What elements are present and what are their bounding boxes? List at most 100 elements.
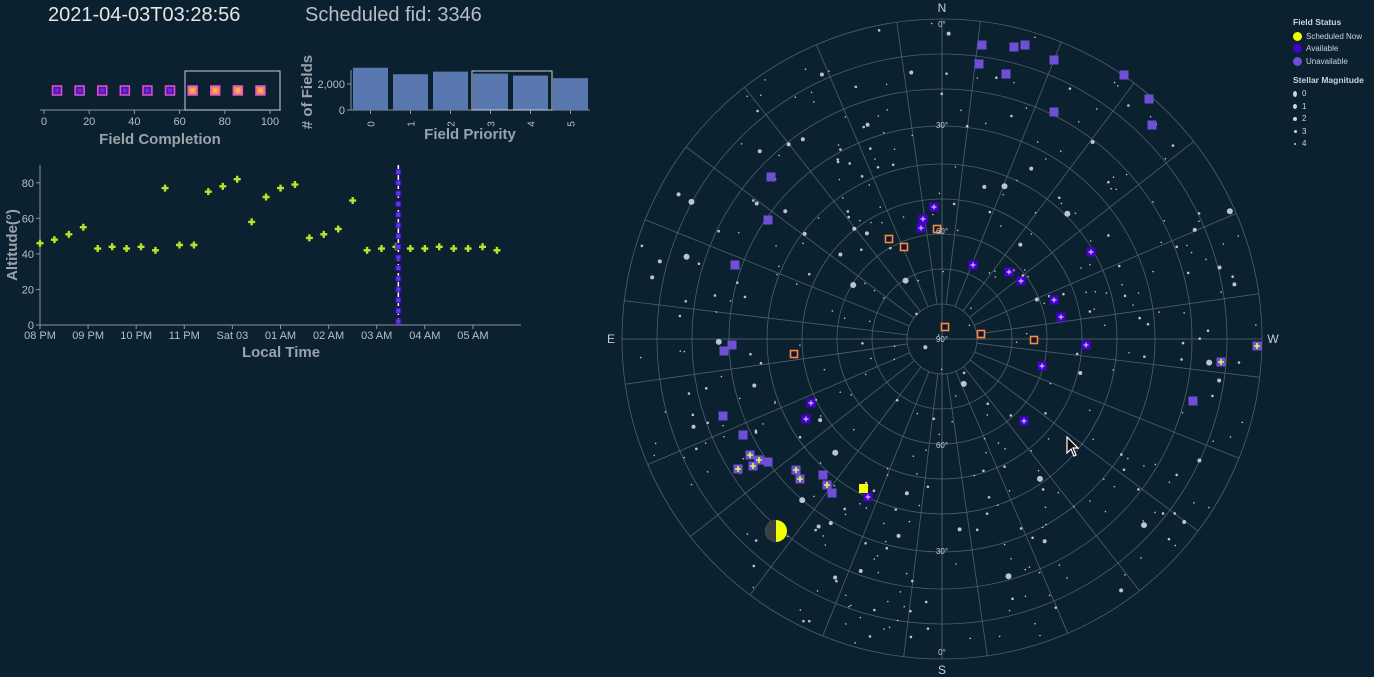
star [975,528,979,532]
field-unavailable[interactable] [1049,107,1059,117]
altitude-point[interactable] [349,197,357,205]
star [723,435,725,438]
star [876,165,880,169]
star [962,371,966,375]
field-unavailable[interactable] [730,260,740,270]
altitude-point[interactable] [479,243,487,251]
altitude-point[interactable] [320,230,328,238]
star [886,109,889,111]
star [911,134,914,137]
star [864,373,867,376]
star [956,229,959,232]
star [1005,573,1012,580]
altitude-point[interactable] [50,236,58,244]
field-unavailable[interactable] [1144,94,1154,104]
altitude-point[interactable] [334,225,342,233]
star [847,215,851,219]
field-unavailable[interactable] [827,488,837,498]
field-selected[interactable] [976,329,986,339]
field-unavailable[interactable] [1119,70,1129,80]
altitude-point[interactable] [219,182,227,190]
field-unavailable[interactable] [818,470,828,480]
star [940,368,943,371]
altitude-point[interactable] [123,245,131,253]
altitude-point[interactable] [151,246,159,254]
star [1192,227,1197,232]
altitude-point[interactable] [204,188,212,196]
sky-fields[interactable] [718,40,1262,502]
star [1105,292,1108,294]
altitude-point[interactable] [464,245,472,253]
altitude-point[interactable] [291,181,299,189]
sky-map[interactable]: N S E W 0° 30° 60° 90° 60° 30° 0° [600,0,1290,677]
priority-bar[interactable] [553,78,588,110]
field-unavailable[interactable] [1188,396,1198,406]
field-selected[interactable] [789,349,799,359]
altitude-chart[interactable]: 0 20 40 60 80 08 PM 09 PM 10 PM 11 PM Sat 03 01 A… [4,165,521,361]
field-unavailable[interactable] [763,215,773,225]
altitude-point[interactable] [450,245,458,253]
priority-bar[interactable] [473,73,508,110]
star [932,417,936,421]
altitude-point[interactable] [233,175,241,183]
priority-bar[interactable] [353,67,388,110]
field-unavailable[interactable] [1009,42,1019,52]
altitude-point[interactable] [363,246,371,254]
field-scheduled-now[interactable] [859,484,868,493]
star [1107,180,1110,184]
field-unavailable[interactable] [977,40,987,50]
altitude-point[interactable] [161,184,169,192]
priority-bar[interactable] [393,74,428,110]
altitude-point[interactable] [277,184,284,192]
field-unavailable[interactable] [766,172,776,182]
field-selected[interactable] [940,322,950,332]
star [1042,539,1047,544]
star [839,391,842,393]
star [704,442,707,444]
star [1089,263,1091,266]
field-unavailable[interactable] [763,457,773,467]
field-selected[interactable] [884,234,894,244]
altitude-point[interactable] [305,234,313,242]
field-selected[interactable] [932,224,942,234]
field-unavailable[interactable] [1001,69,1011,79]
field-selected[interactable] [899,242,909,252]
star [902,277,909,284]
altitude-point[interactable] [175,241,183,249]
altitude-point[interactable] [36,239,44,247]
field-selected[interactable] [1029,335,1039,345]
altitude-point[interactable] [65,230,73,238]
altitude-point[interactable] [493,246,501,254]
star [872,489,876,493]
altitude-point[interactable] [378,245,386,253]
altitude-point[interactable] [248,218,256,226]
field-unavailable[interactable] [738,430,748,440]
field-unavailable[interactable] [719,346,729,356]
altitude-point[interactable] [262,193,270,201]
field-unavailable[interactable] [718,411,728,421]
priority-brush[interactable] [471,70,553,111]
altitude-point[interactable] [406,245,414,253]
star [876,555,879,557]
field-unavailable[interactable] [727,340,737,350]
altitude-point[interactable] [421,245,429,253]
star [965,124,969,128]
altitude-point[interactable] [79,223,87,231]
altitude-point[interactable] [190,241,198,249]
field-unavailable[interactable] [1147,120,1157,130]
altitude-point[interactable] [108,243,116,251]
field-unavailable[interactable] [1049,55,1059,65]
field-priority-chart[interactable]: 0 2,000 0 1 2 3 4 5 Field Priority # of Fields [299,55,590,143]
priority-bar[interactable] [433,71,468,110]
field-completion-chart[interactable]: 0 20 40 60 80 100 Field Completion [40,70,281,148]
field-unavailable[interactable] [1020,40,1030,50]
priority-bar[interactable] [513,75,548,110]
altitude-point[interactable] [435,243,443,251]
completion-brush[interactable] [184,70,281,111]
star [678,314,682,318]
star [1002,193,1005,196]
star [1237,235,1240,237]
field-unavailable[interactable] [974,59,984,69]
altitude-point[interactable] [137,243,145,251]
altitude-point[interactable] [94,245,102,253]
